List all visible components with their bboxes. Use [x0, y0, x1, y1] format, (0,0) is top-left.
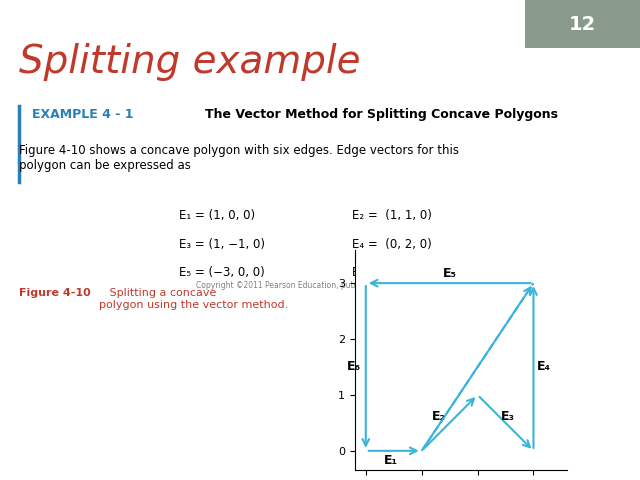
Text: 12: 12 — [569, 14, 596, 34]
Text: E₃: E₃ — [501, 409, 515, 423]
Text: Figure 4-10 shows a concave polygon with six edges. Edge vectors for this
polygo: Figure 4-10 shows a concave polygon with… — [19, 144, 460, 172]
Text: E₂ =  (1, 1, 0): E₂ = (1, 1, 0) — [352, 209, 432, 222]
Text: E₁ = (1, 0, 0): E₁ = (1, 0, 0) — [179, 209, 255, 222]
Text: E₂: E₂ — [431, 409, 445, 423]
Text: E₄: E₄ — [536, 360, 550, 373]
Text: E₆ = (0, −2, 0): E₆ = (0, −2, 0) — [352, 266, 438, 279]
Text: E₃ = (1, −1, 0): E₃ = (1, −1, 0) — [179, 238, 265, 251]
Text: Figure 4-10: Figure 4-10 — [19, 288, 91, 298]
Text: E₁: E₁ — [384, 455, 398, 468]
Text: E₄ =  (0, 2, 0): E₄ = (0, 2, 0) — [352, 238, 432, 251]
Text: Splitting example: Splitting example — [19, 43, 361, 81]
Text: E₅ = (−3, 0, 0): E₅ = (−3, 0, 0) — [179, 266, 265, 279]
Text: EXAMPLE 4 - 1: EXAMPLE 4 - 1 — [32, 108, 134, 121]
Text: Splitting a concave
polygon using the vector method.: Splitting a concave polygon using the ve… — [99, 288, 289, 310]
Text: The Vector Method for Splitting Concave Polygons: The Vector Method for Splitting Concave … — [205, 108, 558, 121]
Text: E₅: E₅ — [443, 266, 456, 279]
Text: E₆: E₆ — [346, 360, 360, 373]
Text: Copyright ©2011 Pearson Education, publishing as Prentice Hall: Copyright ©2011 Pearson Education, publi… — [196, 281, 444, 290]
